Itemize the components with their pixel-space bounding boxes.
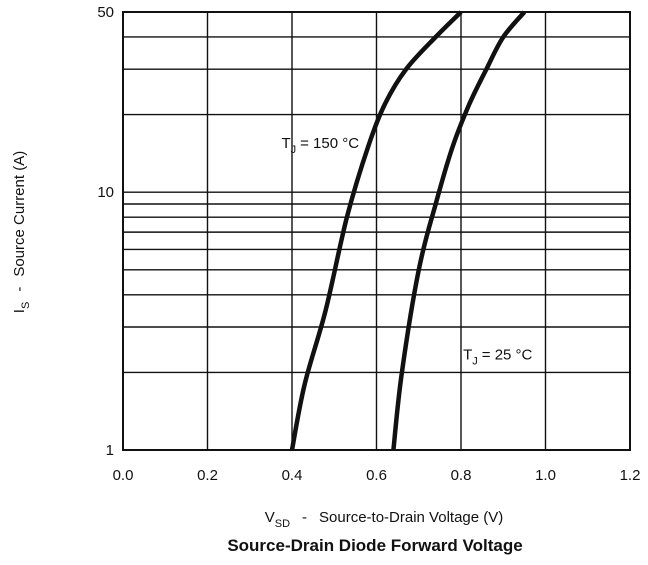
x-axis-text: Source-to-Drain Voltage (V)	[319, 509, 503, 526]
annotation-label-tj-150c: TJ = 150 °C	[281, 135, 359, 156]
tick-layer: 0.0 0.2 0.4 0.6 0.8 1.0 1.2 1 10 50	[97, 4, 640, 484]
x-tick-label: 0.6	[366, 467, 387, 484]
grid-layer	[123, 12, 630, 450]
chart-title: Source-Drain Diode Forward Voltage	[227, 536, 522, 555]
annotation-symbol: T	[463, 346, 472, 363]
annotation-symbol: T	[281, 135, 290, 152]
x-tick-label: 1.0	[535, 467, 556, 484]
x-tick-label: 0.0	[113, 467, 134, 484]
y-axis-subscript: S	[20, 302, 32, 309]
series-line-tj-150c	[289, 10, 463, 451]
annotation-text: = 25 °C	[482, 346, 533, 363]
y-axis-symbol: I	[11, 309, 28, 313]
y-tick-label: 10	[97, 184, 114, 201]
annotation-subscript: J	[472, 355, 478, 367]
annotation-subscript: J	[291, 144, 297, 156]
x-tick-label: 0.4	[282, 467, 303, 484]
annotation-text: = 150 °C	[300, 135, 359, 152]
y-tick-label: 50	[97, 4, 114, 21]
x-tick-label: 0.8	[451, 467, 472, 484]
x-axis-separator: -	[302, 509, 307, 526]
annotation-label-tj-25c: TJ = 25 °C	[463, 346, 532, 367]
x-axis-symbol: V	[265, 509, 275, 526]
series-line-tj-25c	[391, 10, 527, 451]
series-layer	[289, 10, 527, 451]
y-axis-text: Source Current (A)	[11, 151, 28, 277]
x-axis-title: VSD - Source-to-Drain Voltage (V)	[265, 509, 504, 530]
x-axis-subscript: SD	[275, 518, 290, 530]
annotation-layer: TJ = 150 °CTJ = 25 °C	[281, 135, 532, 367]
y-tick-label: 1	[106, 442, 114, 459]
y-axis-separator: -	[11, 287, 28, 292]
plot-frame	[122, 11, 631, 451]
x-tick-label: 0.2	[197, 467, 218, 484]
y-axis-title: IS - Source Current (A)	[11, 151, 32, 313]
x-tick-label: 1.2	[620, 467, 641, 484]
